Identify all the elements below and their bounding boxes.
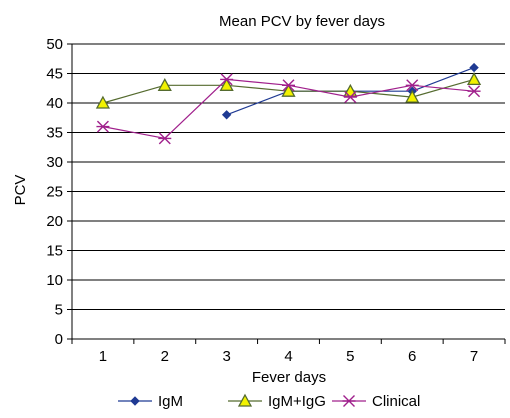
y-tick-labels: 0 5 10 15 20 25 30 35 40 45 50 <box>46 36 63 348</box>
y-tick-label: 35 <box>46 125 63 142</box>
asterisk-mark <box>158 132 172 145</box>
legend-item: IgM <box>118 393 183 410</box>
data-point <box>158 132 172 145</box>
data-point <box>281 83 296 97</box>
y-tick-label: 20 <box>46 213 63 230</box>
asterisk-mark <box>467 85 481 98</box>
data-point <box>96 120 110 133</box>
x-tick-label: 3 <box>222 348 230 365</box>
data-point <box>405 79 419 92</box>
legend-label: IgM+IgG <box>268 393 326 410</box>
axes <box>67 43 506 344</box>
series-clinical <box>96 73 481 145</box>
x-tick-label: 4 <box>284 348 292 365</box>
data-point <box>469 62 479 73</box>
asterisk-mark <box>343 91 357 104</box>
x-tick-label: 2 <box>161 348 169 365</box>
chart-title: Mean PCV by fever days <box>219 13 385 30</box>
x-tick-label: 1 <box>99 348 107 365</box>
y-tick-label: 45 <box>46 66 63 83</box>
y-tick-label: 30 <box>46 154 63 171</box>
x-tick-label: 6 <box>408 348 416 365</box>
asterisk-mark <box>282 79 295 92</box>
x-tick-labels: 1 2 3 4 5 6 7 <box>99 348 478 365</box>
asterisk-mark <box>220 73 234 86</box>
data-point <box>221 110 232 120</box>
data-point <box>342 395 356 407</box>
y-tick-label: 50 <box>46 36 63 53</box>
data-point <box>237 393 253 407</box>
x-axis-label: Fever days <box>252 369 326 386</box>
legend-item: Clinical <box>332 393 420 410</box>
data-point <box>157 77 172 91</box>
x-tick-label: 5 <box>346 348 354 365</box>
legend-label: Clinical <box>372 393 420 410</box>
data-point <box>467 85 481 98</box>
y-tick-label: 5 <box>55 302 63 319</box>
asterisk-mark <box>96 120 110 133</box>
y-tick-label: 15 <box>46 243 63 260</box>
y-tick-label: 40 <box>46 95 63 112</box>
y-tick-label: 25 <box>46 184 63 201</box>
x-tick-label: 7 <box>470 348 478 365</box>
legend-item: IgM+IgG <box>228 393 326 410</box>
legend: IgM IgM+IgG Clinical <box>118 393 420 410</box>
data-point <box>466 72 482 86</box>
y-tick-label: 0 <box>55 331 63 348</box>
asterisk-mark <box>405 79 419 92</box>
data-point <box>282 79 295 92</box>
data-point <box>343 91 357 104</box>
data-point <box>220 73 234 86</box>
y-axis-label: PCV <box>12 175 29 206</box>
y-tick-label: 10 <box>46 272 63 289</box>
series-layer <box>95 62 482 145</box>
asterisk-mark <box>342 395 356 407</box>
data-point <box>219 77 234 91</box>
gridlines <box>72 43 505 310</box>
legend-label: IgM <box>158 393 183 410</box>
data-point <box>405 89 420 103</box>
data-point <box>95 95 111 109</box>
data-point <box>130 396 140 406</box>
